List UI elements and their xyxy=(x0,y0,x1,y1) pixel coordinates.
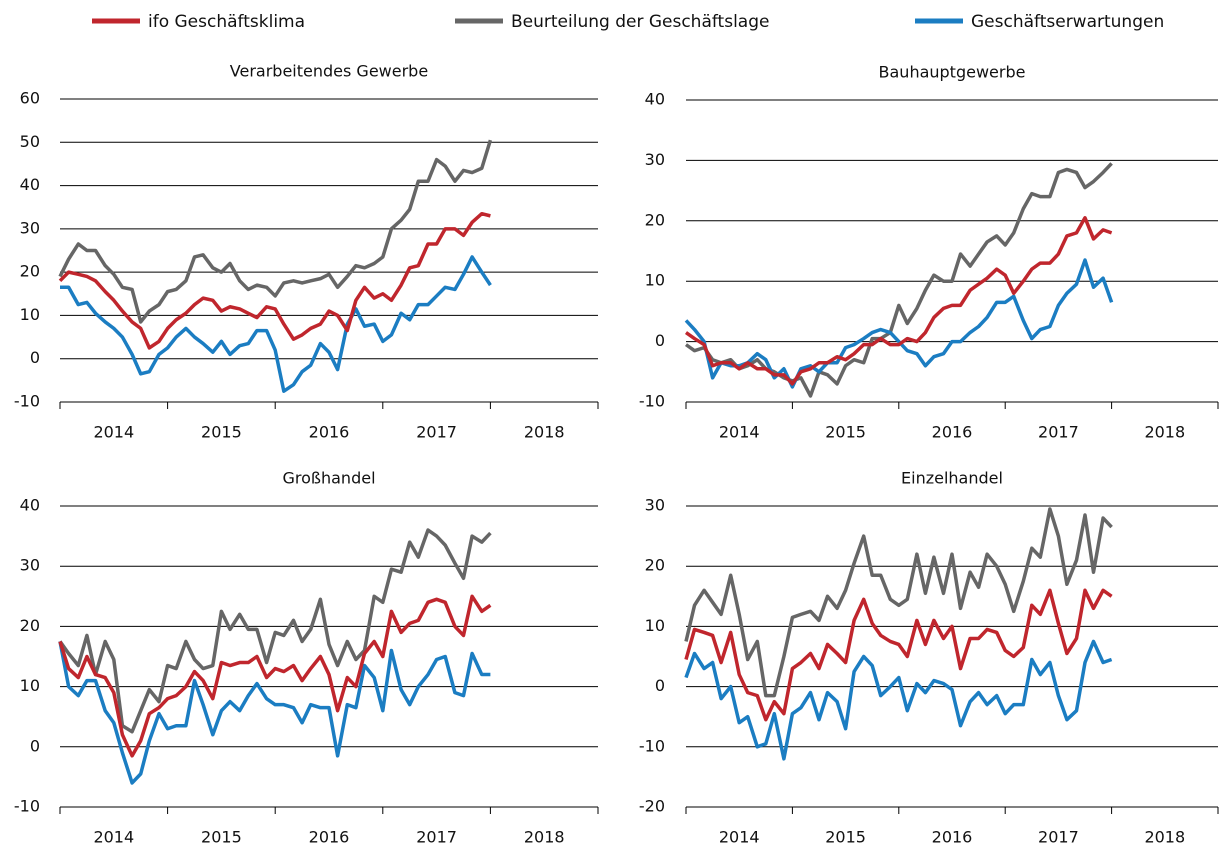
y-tick-label: 30 xyxy=(20,218,40,237)
series-line xyxy=(58,594,492,758)
y-tick-label: 20 xyxy=(20,616,40,635)
x-tick-label: 2017 xyxy=(416,423,457,442)
y-tick-label: 30 xyxy=(645,496,665,515)
x-tick-label: 2015 xyxy=(825,423,866,442)
x-tick-label: 2018 xyxy=(524,423,565,442)
x-tick-label: 2016 xyxy=(932,423,973,442)
x-tick-label: 2017 xyxy=(1038,423,1079,442)
y-tick-label: 40 xyxy=(645,90,665,109)
series-line xyxy=(58,528,492,734)
y-tick-label: 30 xyxy=(645,150,665,169)
x-tick-label: 2017 xyxy=(416,828,457,846)
panel-title: Großhandel xyxy=(282,469,375,488)
x-tick-label: 2016 xyxy=(309,423,350,442)
y-tick-label: 30 xyxy=(20,556,40,575)
series-line xyxy=(58,211,491,350)
y-tick-label: -10 xyxy=(14,392,40,411)
y-tick-label: 0 xyxy=(30,736,40,755)
y-tick-label: 40 xyxy=(20,496,40,515)
y-tick-label: 0 xyxy=(30,348,40,367)
x-tick-label: 2017 xyxy=(1038,828,1079,846)
series-line xyxy=(60,255,492,393)
y-tick-label: 10 xyxy=(645,616,665,635)
y-tick-label: 0 xyxy=(655,676,665,695)
x-tick-label: 2015 xyxy=(201,423,242,442)
x-tick-label: 2018 xyxy=(1144,423,1185,442)
y-tick-label: 10 xyxy=(20,676,40,695)
panel-title: Einzelhandel xyxy=(901,469,1003,488)
x-tick-label: 2014 xyxy=(93,828,134,846)
y-tick-label: 40 xyxy=(20,175,40,194)
legend-label: Geschäftserwartungen xyxy=(971,12,1164,32)
series-line xyxy=(684,507,1113,698)
x-tick-label: 2015 xyxy=(825,828,866,846)
x-tick-label: 2016 xyxy=(309,828,350,846)
series-line xyxy=(58,139,493,324)
x-tick-label: 2014 xyxy=(719,828,760,846)
y-tick-label: 60 xyxy=(20,89,40,108)
x-tick-label: 2015 xyxy=(201,828,242,846)
x-tick-label: 2018 xyxy=(1144,828,1185,846)
y-tick-label: 20 xyxy=(645,556,665,575)
panel-title: Bauhauptgewerbe xyxy=(879,63,1026,82)
x-tick-label: 2018 xyxy=(524,828,565,846)
series-line xyxy=(684,216,1113,386)
series-line xyxy=(684,639,1113,761)
legend-label: ifo Geschäftsklima xyxy=(148,12,305,32)
panel-title: Verarbeitendes Gewerbe xyxy=(230,62,428,81)
y-tick-label: -20 xyxy=(639,797,665,816)
x-tick-label: 2014 xyxy=(719,423,760,442)
x-tick-label: 2014 xyxy=(93,423,134,442)
series-line xyxy=(58,641,491,785)
y-tick-label: -10 xyxy=(639,392,665,411)
y-tick-label: 20 xyxy=(645,210,665,229)
y-tick-label: 0 xyxy=(655,331,665,350)
series-line xyxy=(684,258,1114,389)
legend-label: Beurteilung der Geschäftslage xyxy=(511,12,769,32)
y-tick-label: 10 xyxy=(645,271,665,290)
y-tick-label: 10 xyxy=(20,305,40,324)
y-tick-label: 50 xyxy=(20,132,40,151)
x-tick-label: 2016 xyxy=(932,828,973,846)
series-line xyxy=(684,588,1113,722)
y-tick-label: 20 xyxy=(20,262,40,281)
y-tick-label: -10 xyxy=(639,736,665,755)
y-tick-label: -10 xyxy=(14,797,40,816)
series-line xyxy=(684,162,1113,398)
